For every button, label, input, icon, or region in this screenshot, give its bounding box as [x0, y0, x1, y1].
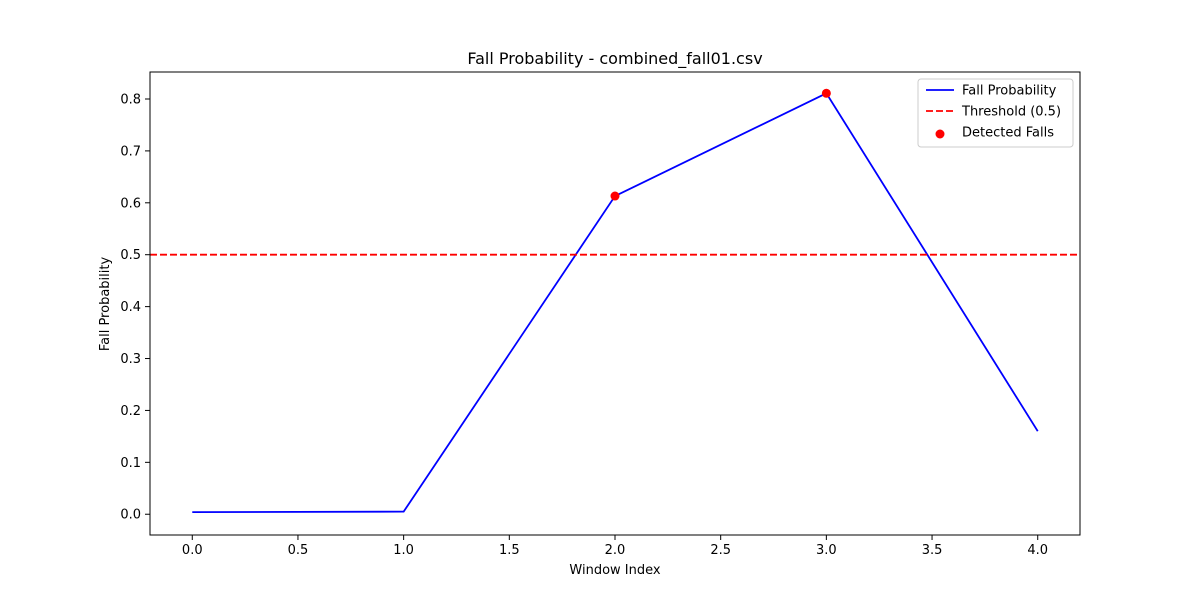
legend-handle-point	[935, 129, 945, 139]
x-tick-label: 2.0	[605, 543, 626, 558]
detected-fall-point	[610, 191, 620, 201]
plot-area	[149, 71, 1081, 536]
x-tick-label: 3.0	[816, 543, 837, 558]
y-tick-label: 0.4	[120, 300, 141, 315]
detected-fall-point	[821, 88, 831, 98]
y-tick-label: 0.8	[120, 92, 141, 107]
legend-label: Threshold (0.5)	[961, 105, 1061, 120]
y-tick-label: 0.0	[120, 508, 141, 523]
y-axis-label: Fall Probability	[98, 257, 113, 352]
legend-label: Fall Probability	[962, 84, 1057, 99]
y-tick-label: 0.7	[120, 144, 141, 159]
y-tick-label: 0.1	[120, 456, 141, 471]
y-tick-label: 0.2	[120, 404, 141, 419]
axis-ticks: 0.0 0.5 1.0 1.5 2.0 2.5 3.0 3.5 4.0 0.0 0.1 0.2 0.3 0…	[120, 92, 1048, 558]
chart-title: Fall Probability - combined_fall01.csv	[467, 49, 762, 69]
x-axis-label: Window Index	[569, 563, 660, 578]
legend-box	[917, 78, 1074, 148]
x-tick-label: 1.5	[499, 543, 520, 558]
x-tick-label: 2.5	[710, 543, 731, 558]
y-tick-label: 0.5	[120, 248, 141, 263]
x-tick-label: 3.5	[922, 543, 943, 558]
y-tick-label: 0.6	[120, 196, 141, 211]
x-tick-label: 0.5	[288, 543, 309, 558]
y-tick-label: 0.3	[120, 352, 141, 367]
x-tick-label: 1.0	[393, 543, 414, 558]
legend-label: Detected Falls	[962, 126, 1054, 141]
x-tick-label: 0.0	[182, 543, 203, 558]
x-tick-label: 4.0	[1027, 543, 1048, 558]
legend: Fall Probability Threshold (0.5) Detected …	[917, 78, 1074, 148]
